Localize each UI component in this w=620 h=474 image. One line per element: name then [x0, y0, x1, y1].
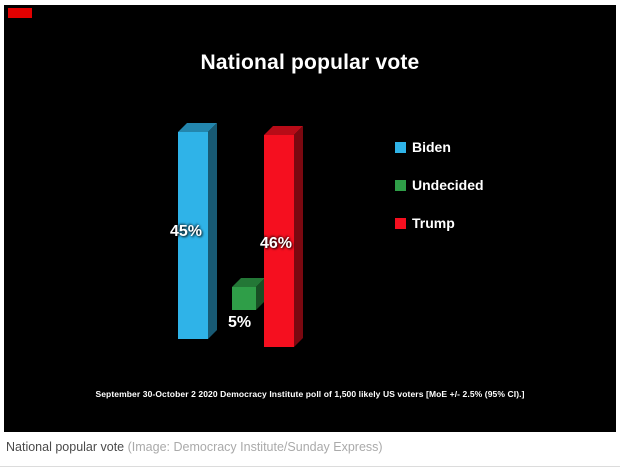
legend-label: Undecided [412, 177, 484, 193]
chart-footnote: September 30-October 2 2020 Democracy In… [95, 389, 525, 399]
caption-credit: (Image: Democracy Institute/Sunday Expre… [127, 440, 383, 454]
masthead-fragment [8, 8, 32, 18]
chart-title: National popular vote [200, 51, 420, 74]
image-caption: National popular vote (Image: Democracy … [6, 440, 383, 454]
bar-trump [264, 135, 294, 347]
legend-swatch-trump [395, 217, 406, 229]
bar-undecided [232, 287, 256, 310]
legend-item-biden: Biden [395, 139, 484, 155]
legend-label: Biden [412, 139, 451, 155]
caption-title: National popular vote [6, 440, 125, 454]
legend-label: Trump [412, 215, 455, 231]
bar-biden [178, 132, 208, 339]
plot-area: 45% 5% 46% [4, 5, 616, 432]
divider [0, 466, 620, 467]
legend-item-undecided: Undecided [395, 177, 484, 193]
bar-value-label-biden: 45% [170, 223, 203, 240]
bar-value-label-trump: 46% [260, 235, 293, 252]
legend-swatch-biden [395, 141, 406, 153]
chart-panel: National popular vote 45% 5% 46% Biden Unde… [4, 5, 616, 432]
bar-value-label-undecided: 5% [228, 314, 252, 331]
legend-swatch-undecided [395, 179, 406, 191]
legend: Biden Undecided Trump [395, 139, 484, 231]
legend-item-trump: Trump [395, 215, 484, 231]
